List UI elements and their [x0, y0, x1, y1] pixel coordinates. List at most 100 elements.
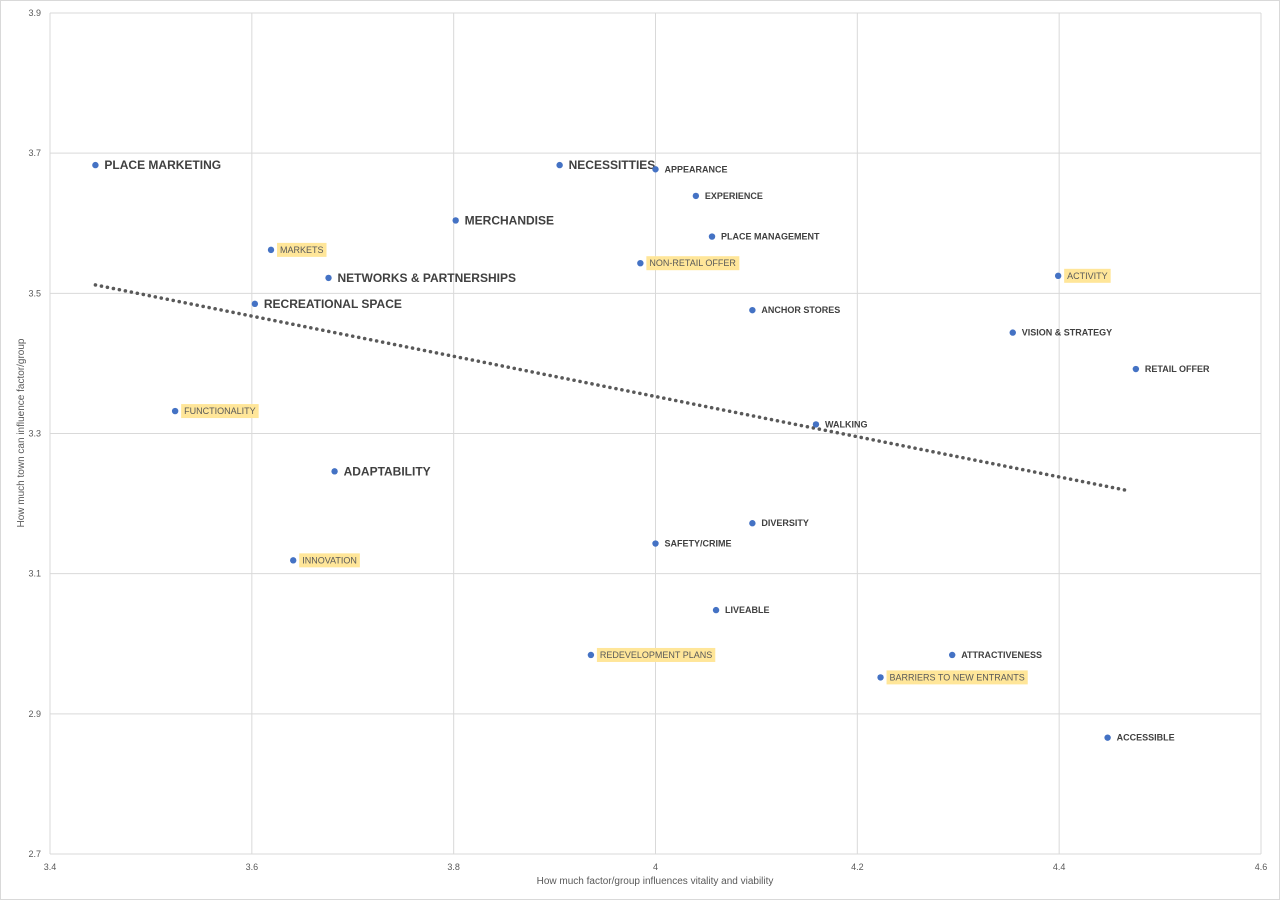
point-label: ATTRACTIVENESS	[961, 650, 1042, 660]
data-point: REDEVELOPMENT PLANS	[587, 647, 716, 662]
label-highlight	[299, 553, 360, 568]
point-marker	[92, 161, 99, 169]
label-highlight	[1064, 268, 1111, 283]
point-marker	[1132, 365, 1140, 373]
x-tick-label: 4	[653, 862, 658, 872]
point-marker	[749, 306, 756, 314]
point-marker	[708, 233, 716, 240]
y-tick-label: 3.5	[28, 288, 41, 298]
point-marker	[692, 192, 700, 200]
point-label: MARKETS	[280, 245, 324, 255]
point-label: REDEVELOPMENT PLANS	[600, 650, 712, 660]
data-point: APPEARANCE	[652, 164, 728, 174]
point-marker	[1009, 329, 1016, 336]
data-point: ANCHOR STORES	[749, 305, 840, 315]
trendline-group	[93, 283, 1132, 493]
data-points: PLACE MARKETING NECESSITTIES APPEARANCE EXP…	[92, 158, 1210, 743]
point-marker	[1104, 734, 1111, 741]
x-axis-title: How much factor/group influences vitalit…	[537, 876, 774, 887]
y-tick-label: 3.3	[28, 429, 41, 439]
data-point: WALKING	[812, 419, 868, 429]
data-point: ACCESSIBLE	[1104, 733, 1175, 743]
point-label: ACTIVITY	[1067, 271, 1108, 281]
point-label: WALKING	[825, 419, 868, 429]
label-highlight	[181, 404, 259, 419]
point-marker	[637, 259, 644, 267]
x-tick-label: 3.4	[44, 862, 57, 872]
point-marker	[171, 407, 179, 415]
point-marker	[587, 651, 595, 659]
y-tick-label: 3.7	[28, 148, 41, 158]
data-point: MARKETS	[267, 242, 327, 257]
point-marker	[290, 557, 297, 564]
point-label: RETAIL OFFER	[1145, 364, 1210, 374]
data-point: BARRIERS TO NEW ENTRANTS	[877, 670, 1028, 685]
point-marker	[325, 274, 332, 282]
x-tick-label: 3.6	[246, 862, 259, 872]
y-tick-label: 3.1	[28, 569, 41, 579]
point-marker	[652, 166, 659, 173]
data-point: LIVEABLE	[712, 605, 770, 615]
tick-labels: 3.4 3.6 3.8 4 4.2 4.4 4.6 2.7 2.9 3.1 3.3 3.5 3.7 3.9	[28, 8, 1267, 872]
data-point: INNOVATION	[290, 553, 360, 568]
point-label: INNOVATION	[302, 555, 357, 565]
point-marker	[948, 651, 956, 659]
point-label: FUNCTIONALITY	[184, 406, 256, 416]
point-marker	[331, 468, 338, 475]
data-point: MERCHANDISE	[452, 213, 554, 227]
y-tick-label: 2.9	[28, 709, 41, 719]
point-label: NON-RETAIL OFFER	[649, 258, 736, 268]
data-point: ATTRACTIVENESS	[948, 650, 1042, 660]
point-marker	[812, 421, 820, 428]
point-label: BARRIERS TO NEW ENTRANTS	[890, 672, 1025, 682]
point-label: ANCHOR STORES	[761, 305, 840, 315]
point-label: ADAPTABILITY	[344, 464, 431, 478]
label-highlight	[277, 242, 327, 257]
point-label: SAFETY/CRIME	[665, 539, 732, 549]
point-marker	[556, 161, 563, 169]
data-point: DIVERSITY	[749, 518, 809, 528]
point-marker	[712, 606, 720, 614]
point-marker	[1054, 272, 1062, 280]
point-label: RECREATIONAL SPACE	[264, 297, 402, 311]
point-label: NETWORKS & PARTNERSHIPS	[338, 271, 516, 285]
point-marker	[652, 540, 659, 547]
x-tick-label: 3.8	[447, 862, 460, 872]
point-label: NECESSITTIES	[569, 158, 656, 172]
point-marker	[749, 520, 756, 527]
point-label: VISION & STRATEGY	[1022, 328, 1112, 338]
point-label: EXPERIENCE	[705, 191, 763, 201]
data-point: EXPERIENCE	[692, 191, 763, 201]
trendline	[93, 283, 1132, 493]
point-marker	[251, 300, 259, 308]
x-tick-label: 4.2	[851, 862, 864, 872]
point-label: APPEARANCE	[665, 164, 728, 174]
data-point: RECREATIONAL SPACE	[251, 297, 402, 311]
data-point: NON-RETAIL OFFER	[637, 256, 740, 271]
point-label: PLACE MARKETING	[104, 158, 221, 172]
x-tick-label: 4.4	[1053, 862, 1066, 872]
point-marker	[267, 246, 275, 254]
x-tick-label: 4.6	[1255, 862, 1268, 872]
data-point: RETAIL OFFER	[1132, 364, 1210, 374]
data-point: FUNCTIONALITY	[171, 404, 259, 419]
data-point: NETWORKS & PARTNERSHIPS	[325, 271, 516, 285]
point-marker	[452, 217, 459, 224]
data-point: SAFETY/CRIME	[652, 539, 732, 549]
data-point: ADAPTABILITY	[331, 464, 431, 478]
label-highlight	[596, 647, 716, 662]
point-label: LIVEABLE	[725, 605, 770, 615]
point-label: MERCHANDISE	[465, 213, 554, 227]
data-point: PLACE MANAGEMENT	[708, 232, 820, 242]
gridlines	[49, 12, 1262, 855]
label-highlight	[886, 670, 1028, 685]
y-axis-title: How much town can influence factor/group	[16, 338, 27, 527]
point-label: PLACE MANAGEMENT	[721, 232, 820, 242]
data-point: PLACE MARKETING	[92, 158, 221, 172]
point-label: ACCESSIBLE	[1117, 733, 1175, 743]
label-highlight	[646, 256, 740, 271]
data-point: VISION & STRATEGY	[1009, 328, 1112, 338]
data-point: ACTIVITY	[1054, 268, 1111, 283]
y-tick-label: 3.9	[28, 8, 41, 18]
